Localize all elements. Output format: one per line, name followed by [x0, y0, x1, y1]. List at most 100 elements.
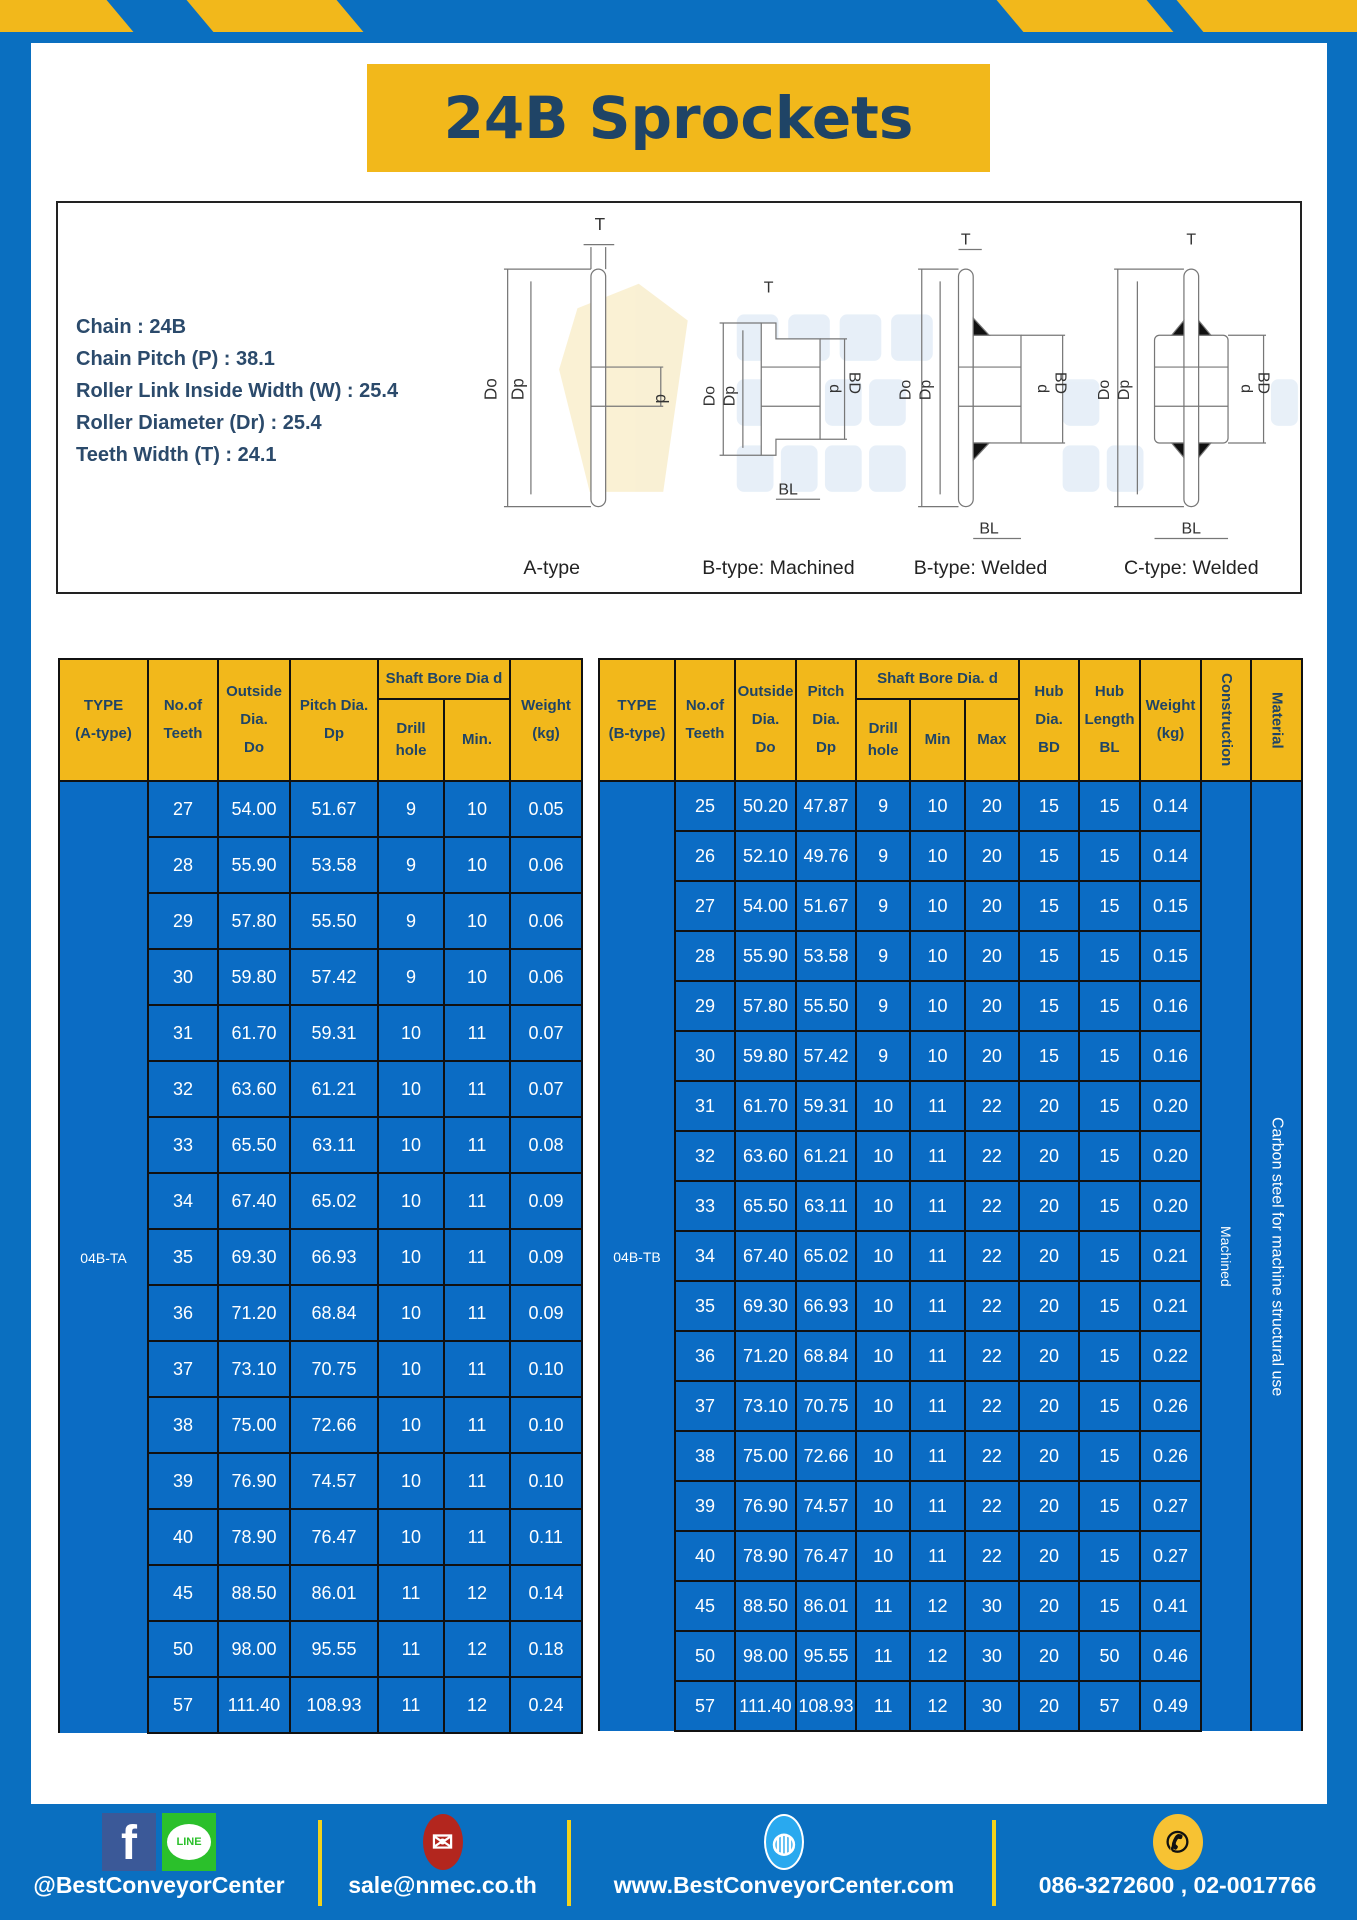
facebook-icon[interactable]: f — [102, 1813, 156, 1871]
cell: 0.05 — [509, 780, 583, 838]
cell: 74.57 — [289, 1452, 379, 1510]
table-row: 39 76.90 74.57 10 11 22 20 15 0.27 — [599, 1480, 1302, 1532]
phone-contact[interactable]: ✆ 086-3272600 , 02-0017766 — [1005, 1812, 1350, 1899]
cell: 0.26 — [1139, 1430, 1202, 1482]
cell: 22 — [963, 1180, 1021, 1232]
svg-text:Do: Do — [481, 378, 501, 400]
cell: 11 — [854, 1580, 912, 1632]
email-address: sale@nmec.co.th — [348, 1872, 537, 1898]
cell: 10 — [377, 1340, 445, 1398]
header-type-line: TYPE — [83, 697, 124, 714]
table-row: 50 98.00 95.55 11 12 0.18 — [59, 1620, 583, 1678]
spec-teeth-width: Teeth Width (T) : 24.1 — [76, 444, 277, 466]
cell: 0.24 — [509, 1676, 583, 1734]
cell: 9 — [377, 892, 445, 950]
cell: 15 — [1018, 980, 1080, 1032]
header-subrow: Drill hole Min Max — [599, 698, 1302, 782]
cell: 36 — [674, 1330, 736, 1382]
cell: 10 — [443, 836, 511, 894]
cell: 22 — [963, 1080, 1021, 1132]
table-row: 32 63.60 61.21 10 11 0.07 — [59, 1060, 583, 1118]
cell: 10 — [443, 892, 511, 950]
cell: 0.14 — [1139, 830, 1202, 882]
cell: 57 — [147, 1676, 219, 1734]
header-teeth-line: No.of — [163, 697, 203, 714]
svg-text:d: d — [826, 384, 843, 393]
cell: 55.50 — [795, 980, 857, 1032]
cell: 65.02 — [795, 1230, 857, 1282]
cell: 45 — [674, 1580, 736, 1632]
divider — [992, 1820, 996, 1906]
header-weight-line: Weight — [521, 697, 571, 714]
header-bl-line: Hub — [1094, 683, 1125, 700]
header-drill: Drill hole — [377, 698, 445, 782]
cell: 20 — [1018, 1330, 1080, 1382]
cell: 30 — [963, 1630, 1021, 1682]
line-icon[interactable]: LINE — [162, 1813, 216, 1871]
cell: 15 — [1078, 1130, 1141, 1182]
cell: 22 — [963, 1230, 1021, 1282]
cell: 11 — [909, 1380, 966, 1432]
cell: 38 — [674, 1430, 736, 1482]
header-teeth: No.of Teeth — [147, 658, 219, 782]
cell: 65.50 — [217, 1116, 291, 1174]
table-row: 36 71.20 68.84 10 11 22 20 15 0.22 — [599, 1330, 1302, 1382]
table-row: 33 65.50 63.11 10 11 22 20 15 0.20 — [599, 1180, 1302, 1232]
cell: 15 — [1078, 1530, 1141, 1582]
cell: 20 — [963, 880, 1021, 932]
cell: 11 — [909, 1130, 966, 1182]
cell: 10 — [909, 930, 966, 982]
cell: 71.20 — [217, 1284, 291, 1342]
cell: 59.31 — [289, 1004, 379, 1062]
cell: 12 — [909, 1580, 966, 1632]
cell: 50 — [147, 1620, 219, 1678]
email-contact[interactable]: ✉ sale@nmec.co.th — [330, 1812, 555, 1899]
table-row: 28 55.90 53.58 9 10 0.06 — [59, 836, 583, 894]
cell: 15 — [1078, 930, 1141, 982]
header-weight-line: Weight — [1145, 697, 1196, 714]
cell: 15 — [1078, 830, 1141, 882]
cell: 40 — [147, 1508, 219, 1566]
cell: 22 — [963, 1530, 1021, 1582]
cell: 15 — [1078, 1480, 1141, 1532]
header-type-line: TYPE — [617, 697, 657, 714]
svg-text:Do: Do — [702, 386, 719, 406]
table-row: 35 69.30 66.93 10 11 0.09 — [59, 1228, 583, 1286]
cell: 20 — [1018, 1430, 1080, 1482]
cell: 9 — [854, 980, 912, 1032]
cell: 76.90 — [734, 1480, 797, 1532]
cell: 10 — [377, 1172, 445, 1230]
cell: 28 — [147, 836, 219, 894]
page-title: 24B Sprockets — [443, 84, 914, 152]
cell: 54.00 — [734, 880, 797, 932]
header-dp-line: Pitch — [807, 683, 845, 700]
cell: 111.40 — [734, 1680, 797, 1732]
header-bd-line: Hub — [1034, 683, 1064, 700]
svg-text:T: T — [764, 279, 774, 296]
cell: 98.00 — [217, 1620, 291, 1678]
cell: 10 — [909, 780, 966, 832]
cell: 11 — [377, 1676, 445, 1734]
cell: 95.55 — [289, 1620, 379, 1678]
table-row: 37 73.10 70.75 10 11 22 20 15 0.26 — [599, 1380, 1302, 1432]
b-type-welded-drawing: T Do Dp d BD BL — [898, 232, 1068, 540]
cell: 11 — [909, 1330, 966, 1382]
social-contact[interactable]: f LINE @BestConveyorCenter — [14, 1812, 304, 1899]
cell: 0.14 — [509, 1564, 583, 1622]
cell: 22 — [963, 1280, 1021, 1332]
cell: 50 — [674, 1630, 736, 1682]
cell: 10 — [377, 1004, 445, 1062]
cell: 33 — [674, 1180, 736, 1232]
website-contact[interactable]: ◍ www.BestConveyorCenter.com — [580, 1812, 988, 1899]
svg-text:T: T — [595, 214, 606, 234]
cell: 10 — [377, 1284, 445, 1342]
cell: 57.80 — [217, 892, 291, 950]
cell: 0.09 — [509, 1228, 583, 1286]
cell: 12 — [443, 1676, 511, 1734]
svg-text:BD: BD — [1051, 372, 1068, 394]
svg-text:Dp: Dp — [721, 386, 738, 406]
cell: 0.27 — [1139, 1480, 1202, 1532]
cell: 65.50 — [734, 1180, 797, 1232]
cell: 15 — [1078, 1280, 1141, 1332]
cell: 45 — [147, 1564, 219, 1622]
